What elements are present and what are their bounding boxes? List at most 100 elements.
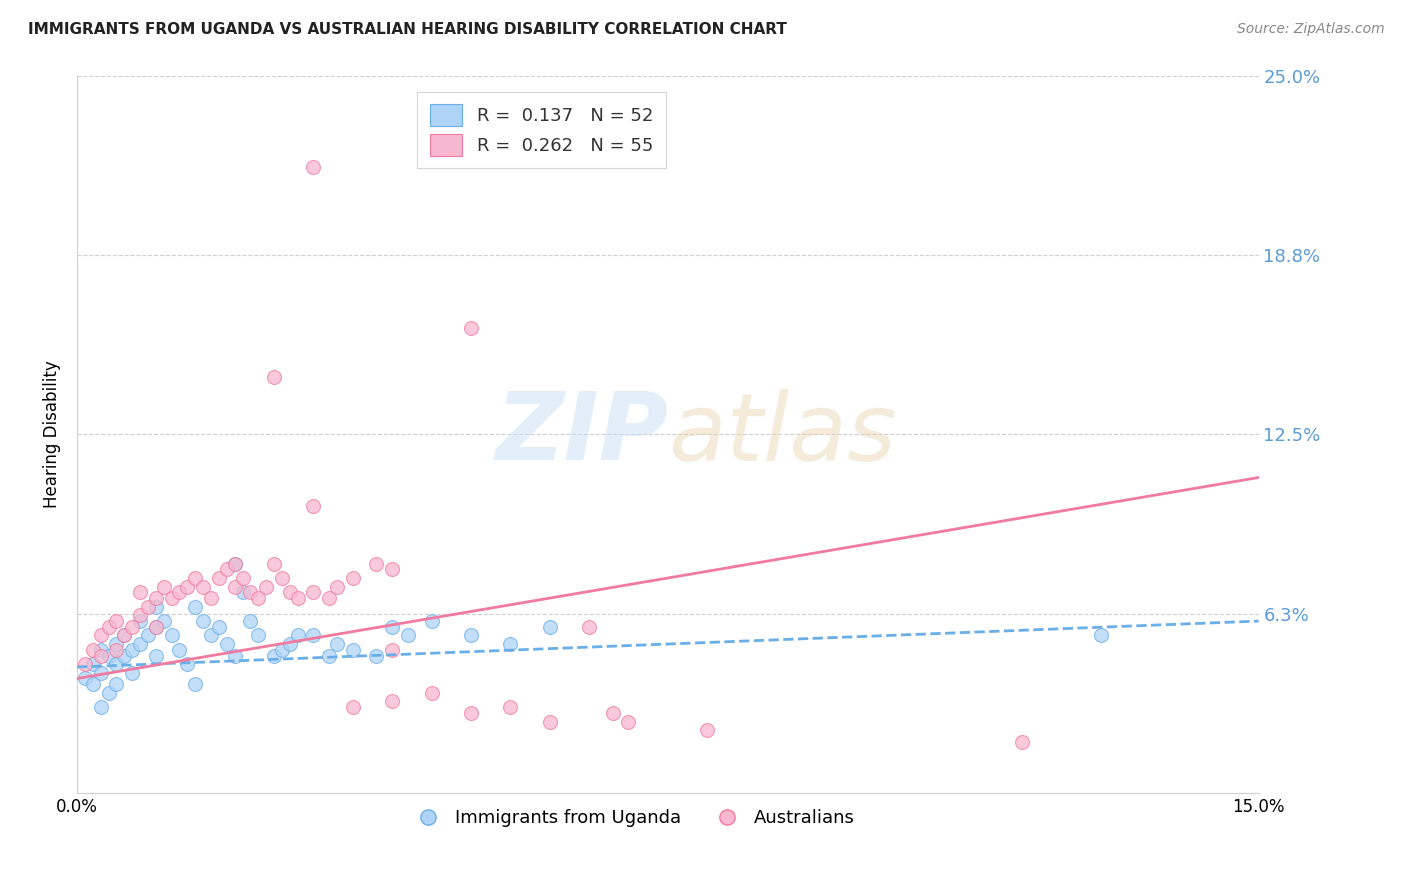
Point — [105, 657, 128, 672]
Point — [263, 648, 285, 663]
Point — [231, 585, 253, 599]
Point — [578, 620, 600, 634]
Point — [160, 591, 183, 606]
Point — [97, 686, 120, 700]
Point — [381, 642, 404, 657]
Point — [278, 585, 301, 599]
Point — [105, 614, 128, 628]
Point — [105, 642, 128, 657]
Point — [460, 321, 482, 335]
Point — [90, 665, 112, 680]
Point — [169, 585, 191, 599]
Point — [270, 642, 292, 657]
Point — [396, 628, 419, 642]
Point — [302, 628, 325, 642]
Point — [247, 591, 270, 606]
Point — [90, 648, 112, 663]
Point — [184, 677, 207, 691]
Point — [82, 642, 104, 657]
Point — [270, 571, 292, 585]
Point — [90, 628, 112, 642]
Point — [263, 557, 285, 571]
Point — [176, 580, 198, 594]
Text: Source: ZipAtlas.com: Source: ZipAtlas.com — [1237, 22, 1385, 37]
Point — [82, 677, 104, 691]
Point — [366, 557, 388, 571]
Point — [224, 580, 246, 594]
Point — [184, 599, 207, 614]
Point — [121, 642, 143, 657]
Point — [460, 706, 482, 720]
Point — [381, 562, 404, 576]
Point — [152, 614, 174, 628]
Point — [617, 714, 640, 729]
Point — [318, 648, 340, 663]
Point — [208, 620, 231, 634]
Point — [145, 620, 167, 634]
Point — [499, 637, 522, 651]
Point — [460, 628, 482, 642]
Point — [160, 628, 183, 642]
Point — [1090, 628, 1112, 642]
Point — [145, 648, 167, 663]
Point — [239, 614, 262, 628]
Point — [381, 694, 404, 708]
Point — [1011, 734, 1033, 748]
Point — [105, 637, 128, 651]
Point — [208, 571, 231, 585]
Point — [145, 599, 167, 614]
Point — [342, 700, 364, 714]
Point — [112, 628, 135, 642]
Text: atlas: atlas — [668, 389, 896, 480]
Point — [73, 672, 96, 686]
Point — [278, 637, 301, 651]
Point — [302, 500, 325, 514]
Point — [90, 700, 112, 714]
Point — [112, 628, 135, 642]
Point — [184, 571, 207, 585]
Point — [287, 628, 309, 642]
Point — [105, 677, 128, 691]
Text: ZIP: ZIP — [495, 388, 668, 481]
Point — [145, 591, 167, 606]
Legend: Immigrants from Uganda, Australians: Immigrants from Uganda, Australians — [404, 802, 862, 835]
Point — [302, 161, 325, 175]
Point — [82, 657, 104, 672]
Point — [191, 580, 214, 594]
Point — [129, 614, 152, 628]
Point — [318, 591, 340, 606]
Point — [420, 614, 443, 628]
Point — [121, 620, 143, 634]
Text: IMMIGRANTS FROM UGANDA VS AUSTRALIAN HEARING DISABILITY CORRELATION CHART: IMMIGRANTS FROM UGANDA VS AUSTRALIAN HEA… — [28, 22, 787, 37]
Point — [224, 557, 246, 571]
Point — [239, 585, 262, 599]
Point — [420, 686, 443, 700]
Point — [263, 370, 285, 384]
Point — [200, 628, 222, 642]
Point — [145, 620, 167, 634]
Point — [224, 648, 246, 663]
Point — [136, 628, 159, 642]
Point — [342, 642, 364, 657]
Point — [215, 562, 238, 576]
Point — [152, 580, 174, 594]
Point — [254, 580, 277, 594]
Point — [538, 714, 561, 729]
Point — [176, 657, 198, 672]
Point — [602, 706, 624, 720]
Point — [215, 637, 238, 651]
Point — [231, 571, 253, 585]
Point — [326, 637, 349, 651]
Point — [97, 648, 120, 663]
Point — [224, 557, 246, 571]
Point — [326, 580, 349, 594]
Point — [90, 642, 112, 657]
Point — [302, 585, 325, 599]
Point — [342, 571, 364, 585]
Point — [366, 648, 388, 663]
Point — [696, 723, 718, 738]
Point — [247, 628, 270, 642]
Point — [169, 642, 191, 657]
Point — [129, 585, 152, 599]
Y-axis label: Hearing Disability: Hearing Disability — [44, 360, 60, 508]
